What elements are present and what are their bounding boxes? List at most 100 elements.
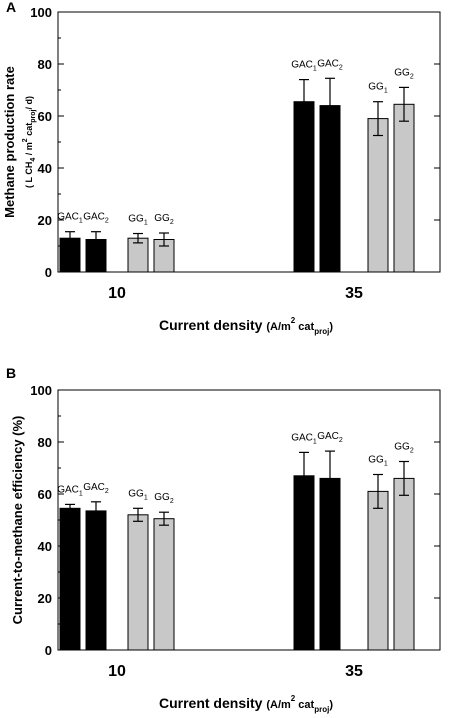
y-axis-unit: ( L CH4 / m2 catproj/ d)	[22, 96, 37, 188]
bar	[393, 477, 415, 651]
x-category-label: 10	[108, 663, 126, 680]
bar-label: GAC2	[317, 58, 343, 71]
bar-label-sub: 2	[105, 218, 109, 225]
y-tick-label: 80	[38, 57, 52, 72]
y-tick-label: 0	[45, 643, 52, 658]
panel-letter: B	[6, 365, 16, 381]
bar-label: GG1	[368, 82, 388, 95]
panel-b: B020406080100GAC1GAC1GAC2GAC2GG1GG1GG2GG…	[6, 365, 441, 714]
x-axis-unit-close: )	[329, 321, 333, 333]
x-axis-unit-sub: proj	[314, 705, 329, 714]
y-tick-label: 20	[38, 213, 52, 228]
x-category-label: 35	[345, 285, 363, 302]
x-category-label: 10	[108, 285, 126, 302]
bar-label-base: GG	[154, 492, 170, 503]
bar-label-sub: 1	[384, 88, 388, 95]
x-axis-unit-close: )	[329, 699, 333, 711]
x-axis-label: Current density (A/m2 catproj)	[159, 694, 333, 714]
bar-label: GAC1	[57, 212, 83, 225]
bar	[127, 514, 149, 651]
y-axis-unit-sup: 2	[22, 138, 29, 142]
bar-label: GG1	[128, 488, 148, 501]
bar-label: GAC1	[291, 432, 317, 445]
x-axis-unit-cat: cat	[295, 321, 314, 333]
bar-label-sub: 2	[105, 488, 109, 495]
y-axis-unit-sub: 4	[30, 158, 37, 162]
bar	[293, 101, 315, 273]
y-tick-label: 80	[38, 435, 52, 450]
bar-label: GAC2	[83, 212, 109, 225]
bar	[393, 103, 415, 273]
bar-label-base: GG	[368, 82, 384, 93]
bar-label-sub: 2	[410, 73, 414, 80]
x-category-label: 35	[345, 663, 363, 680]
bar-label: GG1	[368, 455, 388, 468]
y-axis-unit-sub: proj	[30, 109, 37, 122]
y-tick-label: 40	[38, 539, 52, 554]
bar-label-sub: 1	[144, 494, 148, 501]
x-axis-unit-sup: 2	[291, 694, 296, 703]
y-axis-unit-text: cat	[24, 123, 34, 139]
x-axis-unit-sup: 2	[291, 316, 296, 325]
y-axis-unit-text: / d)	[24, 96, 34, 110]
y-tick-label: 60	[38, 109, 52, 124]
bar-label-sub: 1	[79, 490, 83, 497]
x-axis-unit: (A/m	[266, 321, 291, 333]
bar-label-base: GAC	[83, 212, 105, 223]
bar-label: GAC1	[291, 60, 317, 73]
bar	[293, 475, 315, 651]
x-axis-label: Current density (A/m2 catproj)	[159, 316, 333, 336]
bar-label-base: GG	[154, 213, 170, 224]
bar-label-sub: 2	[170, 219, 174, 226]
bar-label: GG2	[154, 492, 174, 505]
bar-label-base: GG	[394, 67, 410, 78]
bar-label-sub: 1	[313, 438, 317, 445]
x-axis-label-main: Current density	[159, 695, 266, 711]
panel-letter: A	[6, 0, 16, 15]
y-axis-unit-text: / m	[24, 142, 34, 158]
bar-label-sub: 1	[144, 220, 148, 227]
bar-label: GG1	[128, 214, 148, 227]
bar	[59, 507, 81, 651]
bar-label-base: GAC	[317, 58, 339, 69]
x-axis-unit-sub: proj	[314, 327, 329, 336]
bar-label-sub: 1	[313, 66, 317, 73]
y-tick-label: 100	[30, 5, 52, 20]
bar-label: GAC1	[57, 484, 83, 497]
bar-label-base: GAC	[317, 431, 339, 442]
bar-label-base: GAC	[57, 484, 79, 495]
bar-label-sub: 2	[410, 448, 414, 455]
bar-label-sub: 1	[384, 461, 388, 468]
bar-label-sub: 1	[79, 218, 83, 225]
y-axis-label: Current-to-methane efficiency (%)	[10, 416, 25, 625]
bar-label-base: GAC	[83, 482, 105, 493]
bar-label-base: GAC	[291, 60, 313, 71]
bar-label-sub: 2	[339, 64, 343, 71]
bar	[153, 518, 175, 651]
y-axis-label: Methane production rate	[2, 66, 17, 218]
bar-label: GG2	[394, 67, 414, 80]
bar-label: GG2	[154, 213, 174, 226]
y-tick-label: 60	[38, 487, 52, 502]
bar-label-base: GG	[128, 488, 144, 499]
bar-label: GG2	[394, 442, 414, 455]
x-axis-unit: (A/m	[266, 699, 291, 711]
y-tick-label: 0	[45, 265, 52, 280]
bar-label-base: GG	[368, 455, 384, 466]
bar	[367, 118, 389, 273]
y-tick-label: 40	[38, 161, 52, 176]
bar-label-base: GG	[128, 214, 144, 225]
bar-label: GAC2	[83, 482, 109, 495]
bar-label-base: GG	[394, 442, 410, 453]
bar	[367, 490, 389, 651]
y-tick-label: 100	[30, 383, 52, 398]
bar	[85, 510, 107, 651]
x-axis-unit-cat: cat	[295, 699, 314, 711]
x-axis-label-main: Current density	[159, 317, 266, 333]
panel-a: A020406080100GAC1GAC1GAC2GAC2GG1GG1GG2GG…	[2, 0, 441, 336]
bar-label-sub: 2	[339, 437, 343, 444]
bar-label-base: GAC	[291, 432, 313, 443]
y-axis-unit-text: ( L CH	[24, 162, 34, 188]
bar-label-base: GAC	[57, 212, 79, 223]
